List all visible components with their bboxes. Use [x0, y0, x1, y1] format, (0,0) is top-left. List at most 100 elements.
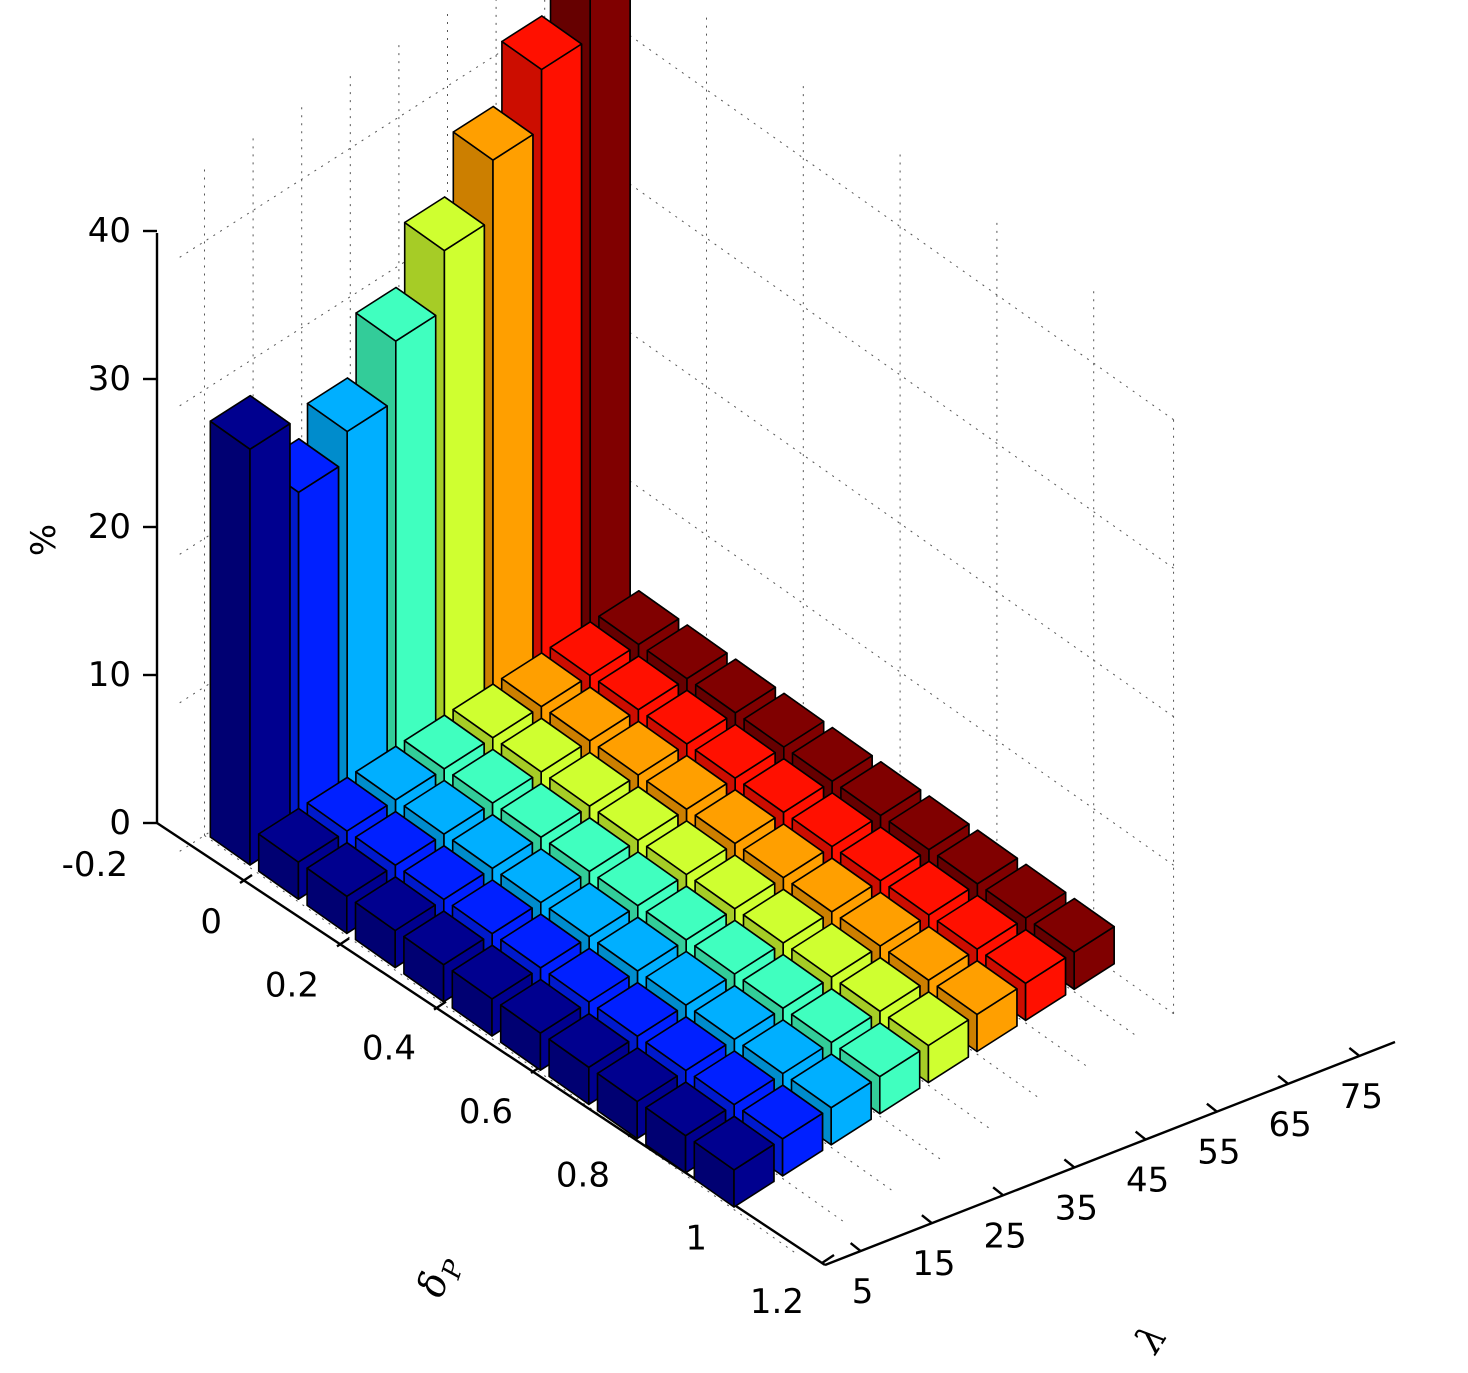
bar-5-10	[693, 1115, 775, 1208]
bar-face	[403, 910, 485, 966]
bar-face	[452, 748, 534, 804]
y-tick-label: 0.8	[556, 1155, 610, 1195]
x-tick	[849, 1242, 862, 1252]
bar-face	[549, 621, 631, 677]
bar-face	[936, 894, 1018, 950]
bar-face	[403, 714, 485, 770]
bar-face	[500, 652, 583, 708]
bar-face	[693, 984, 776, 1041]
bar-face	[936, 959, 1018, 1016]
bar-face	[936, 829, 1019, 885]
bar-face	[354, 876, 436, 932]
y-tick-label: 1	[685, 1219, 707, 1259]
bar-face	[548, 947, 630, 1003]
bar-face	[597, 655, 680, 711]
bar-face	[839, 1022, 921, 1078]
y-tick	[336, 937, 350, 948]
bar-face	[346, 405, 388, 804]
bar-face	[646, 689, 728, 745]
bar-face	[597, 916, 679, 972]
bar-face	[500, 782, 582, 839]
bar-25-0	[306, 377, 388, 804]
bar-face	[790, 987, 873, 1044]
bar-face	[492, 133, 534, 711]
z-tick-label: 0	[109, 803, 131, 843]
grid-line	[204, 835, 798, 1255]
bar-face	[694, 919, 776, 975]
bar-face	[645, 1081, 727, 1137]
bar-face	[452, 683, 534, 739]
bar-face	[839, 956, 921, 1013]
bar-face	[548, 882, 630, 938]
bar-face	[888, 925, 970, 982]
bar-face	[645, 950, 727, 1006]
x-tick-label: 25	[983, 1216, 1026, 1256]
bar-face	[888, 795, 970, 851]
bar-face	[597, 720, 679, 776]
y-tick	[239, 874, 253, 884]
z-tick-label: 40	[88, 211, 131, 251]
bar-face	[548, 816, 631, 873]
bar-face	[693, 1115, 775, 1171]
bar-face	[646, 624, 728, 680]
bar-face	[694, 723, 776, 779]
bar-face	[394, 314, 437, 773]
z-axis-label: %	[24, 524, 64, 556]
bar-face	[693, 1050, 775, 1106]
x-tick	[1063, 1158, 1076, 1169]
bar-face	[540, 43, 583, 680]
bar-face	[354, 810, 437, 867]
z-tick-label: 20	[88, 507, 131, 547]
x-tick-label: 35	[1055, 1188, 1098, 1228]
y-tick-label: 0.4	[362, 1029, 416, 1069]
bar-face	[549, 686, 631, 742]
bar-face	[1033, 897, 1115, 954]
x-tick	[1134, 1130, 1147, 1141]
axes	[143, 229, 1396, 1267]
y-axis-label: δP	[408, 1250, 470, 1305]
bar-face	[297, 465, 340, 835]
bar-face	[501, 15, 583, 71]
bar-face	[742, 1019, 824, 1075]
bar-face	[403, 196, 486, 252]
bar-face	[209, 420, 251, 866]
x-tick-label: 55	[1197, 1133, 1240, 1173]
bar-face	[500, 848, 582, 904]
bar-face	[790, 1053, 872, 1109]
bar-face	[589, 0, 631, 649]
y-tick-label: 1.2	[750, 1282, 804, 1322]
bar-face	[451, 879, 533, 935]
bar-face	[985, 863, 1067, 919]
bar-face	[451, 944, 533, 1000]
bar-face	[597, 785, 679, 842]
bar-face	[985, 928, 1067, 985]
bar-face	[840, 760, 922, 817]
y-tick-label: 0.2	[265, 965, 319, 1005]
bar-face	[403, 844, 485, 901]
bar-face	[694, 788, 776, 845]
bar-face	[355, 745, 437, 801]
y-tick-label: 0	[200, 902, 222, 942]
bar-face	[443, 224, 486, 742]
x-tick	[992, 1186, 1004, 1197]
y-tick-label: 0.6	[459, 1092, 513, 1132]
bar-face	[500, 717, 582, 773]
bar-face	[548, 1012, 630, 1069]
bar-face	[694, 658, 777, 714]
bars	[209, 0, 1115, 1208]
x-tick	[1206, 1102, 1218, 1113]
z-tick-label: -0.2	[62, 845, 128, 885]
x-tick-label: 15	[912, 1244, 955, 1284]
bar-face	[743, 757, 825, 814]
y-tick	[433, 1000, 447, 1011]
x-axis-label: λ	[1125, 1316, 1176, 1361]
x-tick	[1277, 1074, 1289, 1085]
bar-face	[839, 891, 921, 947]
x-tick-label: 75	[1340, 1077, 1383, 1117]
bar-face	[645, 820, 728, 876]
bar-face	[209, 394, 291, 451]
bar-face	[887, 991, 970, 1047]
x-tick	[1348, 1047, 1361, 1057]
bar-5-0	[209, 394, 291, 866]
